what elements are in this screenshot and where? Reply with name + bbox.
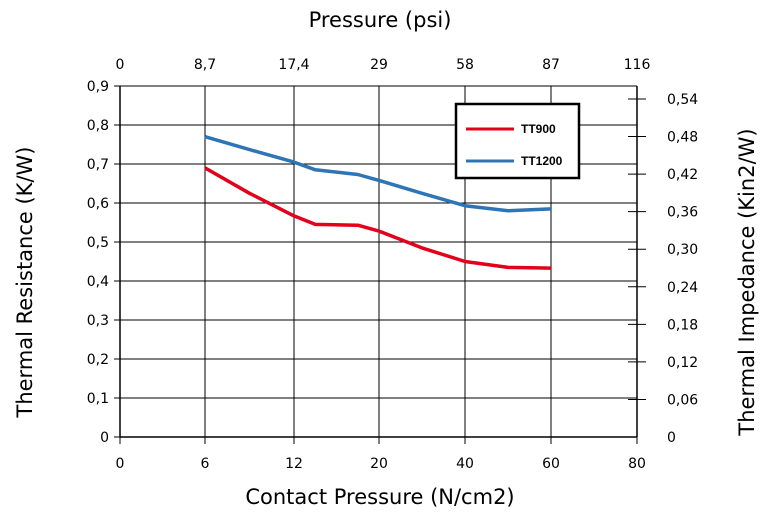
legend-label-tt1200: TT1200	[521, 154, 563, 168]
y2-tick-label: 0,36	[667, 205, 698, 221]
y-tick-label: 0	[100, 430, 109, 446]
legend-box	[454, 102, 581, 180]
x-axis-title: Contact Pressure (N/cm2)	[245, 485, 514, 509]
y2-tick-label: 0	[667, 430, 676, 446]
y-tick-label: 0,2	[87, 352, 109, 368]
axes	[119, 85, 646, 438]
series-lines	[204, 135, 552, 270]
y-tick-label: 0,7	[87, 157, 109, 173]
y2-tick-label: 0,12	[667, 355, 698, 371]
x2-tick-label: 87	[542, 57, 560, 73]
y2-axis-title: Thermal Impedance (Kin2/W)	[735, 128, 759, 436]
x-tick-label: 60	[542, 456, 560, 472]
x2-tick-label: 8,7	[194, 57, 216, 73]
y-tick-label: 0,5	[87, 235, 109, 251]
y-tick-label: 0,6	[87, 196, 109, 212]
y2-tick-label: 0,24	[667, 280, 698, 296]
x-tick-label: 20	[370, 456, 388, 472]
x-tick-label: 40	[456, 456, 474, 472]
y-tick-label: 0,3	[87, 313, 109, 329]
y-tick-label: 0,1	[87, 391, 109, 407]
y-tick-label: 0,8	[87, 118, 109, 134]
y-tick-label: 0,9	[87, 79, 109, 95]
y2-tick-label: 0,18	[667, 317, 698, 333]
legend: TT900 TT1200	[454, 102, 581, 180]
y2-tick-label: 0,48	[667, 130, 698, 146]
x2-tick-label: 116	[624, 57, 651, 73]
x2-axis-title: Pressure (psi)	[309, 8, 452, 32]
y-tick-label: 0,4	[87, 274, 109, 290]
y2-tick-label: 0,30	[667, 242, 698, 258]
y2-tick-label: 0,54	[667, 92, 698, 108]
tick-labels: 0 0,1 0,2 0,3 0,4 0,5 0,6 0,7 0,8 0,9 0 0,06 0,12 0,1…	[87, 57, 699, 472]
y2-tick-label: 0,42	[667, 167, 698, 183]
x2-tick-label: 17,4	[278, 57, 309, 73]
x2-tick-label: 29	[370, 57, 388, 73]
legend-label-tt900: TT900	[521, 122, 556, 136]
x-tick-label: 6	[201, 456, 210, 472]
y-axis-title: Thermal Resistance (K/W)	[13, 147, 37, 419]
series-line-tt1200	[204, 135, 552, 213]
y2-tick-label: 0,06	[667, 392, 698, 408]
x-tick-label: 0	[116, 456, 125, 472]
x-tick-label: 12	[285, 456, 303, 472]
x2-tick-label: 58	[456, 57, 474, 73]
x-tick-label: 80	[628, 456, 646, 472]
x2-tick-label: 0	[116, 57, 125, 73]
series-line-tt900	[204, 166, 552, 270]
